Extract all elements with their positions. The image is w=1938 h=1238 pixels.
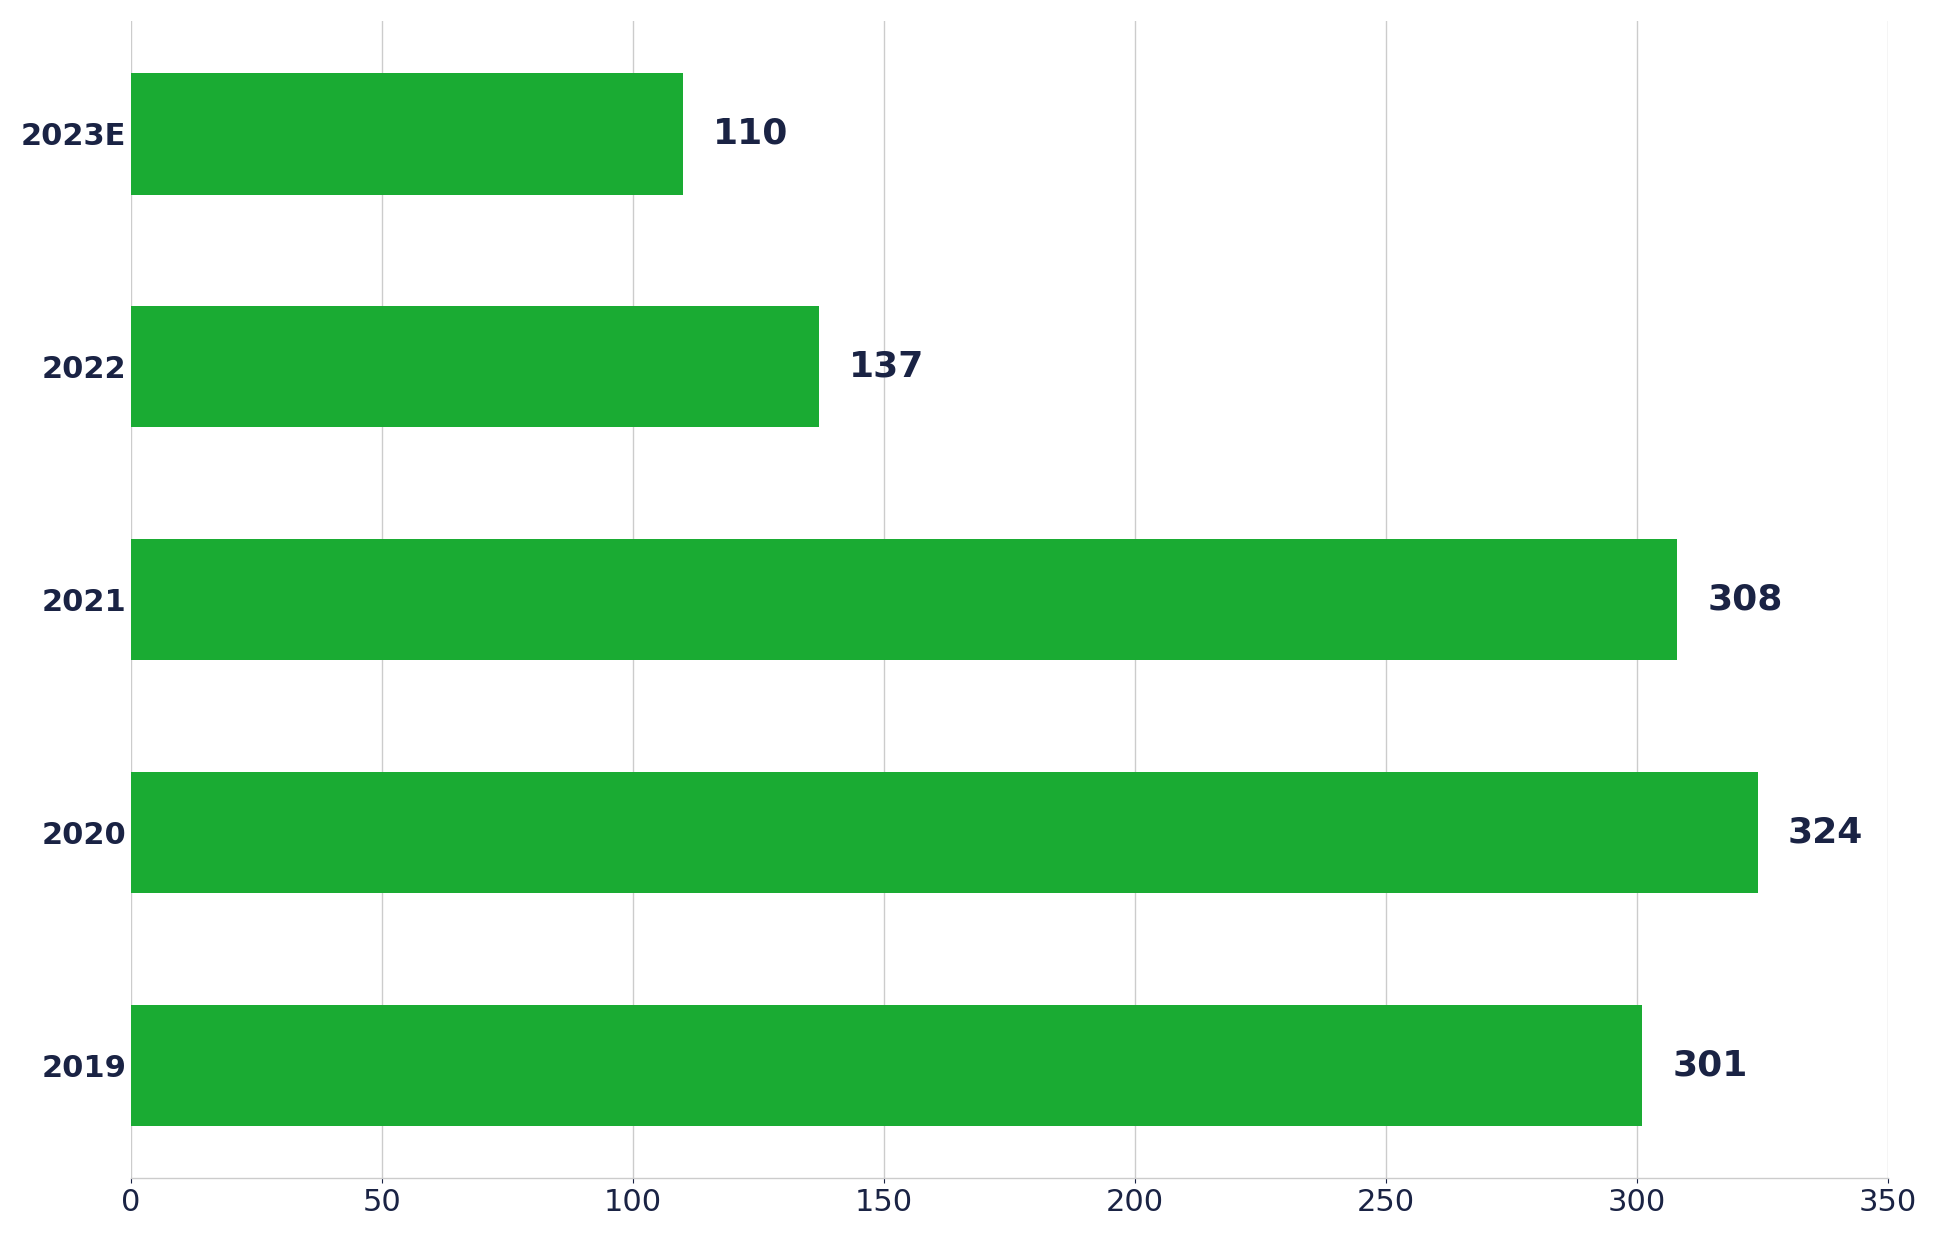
Bar — [132, 73, 684, 194]
Bar — [132, 306, 818, 427]
Text: 110: 110 — [713, 116, 789, 151]
Text: 137: 137 — [849, 350, 924, 384]
Bar — [132, 539, 1676, 660]
Text: 324: 324 — [1787, 816, 1862, 849]
Bar — [132, 1005, 1641, 1125]
Text: 301: 301 — [1672, 1049, 1748, 1082]
Text: 308: 308 — [1707, 583, 1783, 617]
Bar — [132, 773, 1758, 893]
